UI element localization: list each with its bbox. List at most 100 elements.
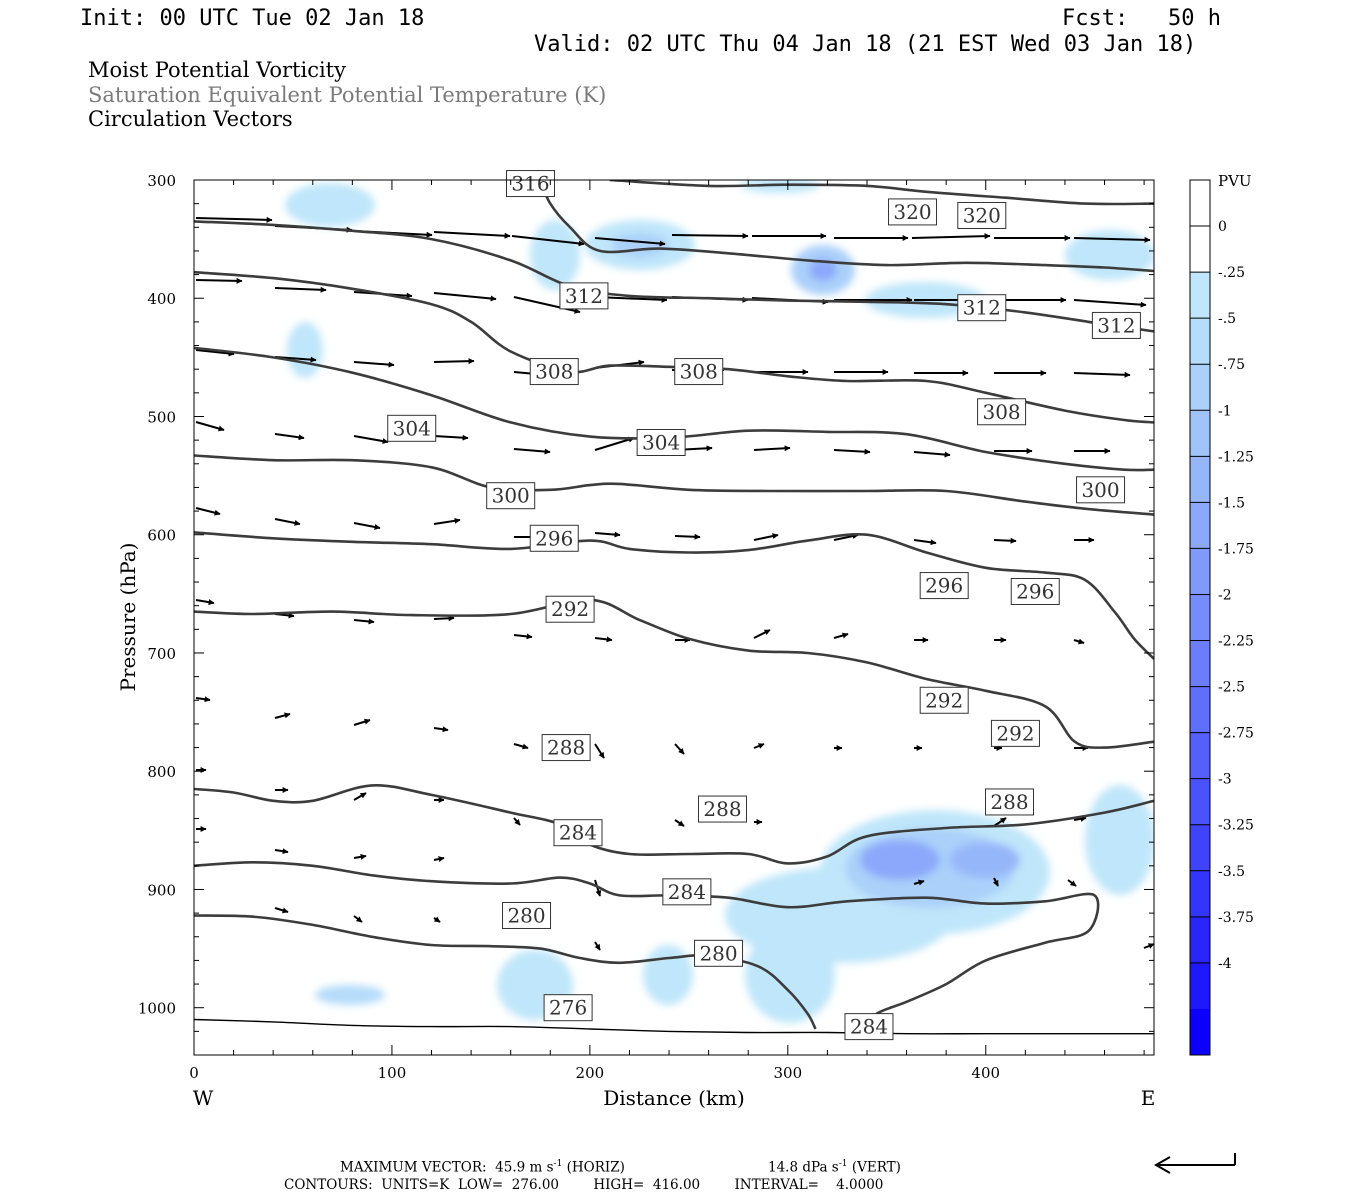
contour-line [194, 914, 817, 1030]
colorbar-label: -1.25 [1218, 449, 1254, 465]
wind-vector [671, 232, 749, 239]
colorbar-label: -1.5 [1218, 495, 1245, 511]
wind-vector [195, 599, 215, 606]
colorbar-swatch [1190, 272, 1210, 319]
wind-vector [594, 743, 605, 759]
east-label: E [1141, 1086, 1156, 1110]
y-tick-label: 500 [147, 408, 176, 426]
colorbar-swatch [1190, 318, 1210, 365]
contour-label-box [662, 878, 712, 906]
colorbar-swatch [1190, 548, 1210, 595]
contour-label-box [697, 795, 747, 823]
contour-label-box [844, 1013, 894, 1041]
colorbar-swatch [1190, 962, 1210, 1010]
contour-label-box [985, 788, 1035, 816]
wind-vector [913, 879, 925, 886]
contour-label: 284 [559, 821, 597, 845]
y-tick-label: 900 [147, 881, 176, 899]
contour-line [194, 784, 1154, 865]
x-tick-label: 100 [378, 1064, 407, 1082]
contour-label-box [559, 282, 609, 310]
contour-label-box [1010, 577, 1060, 605]
contour-label-box [502, 901, 552, 929]
wind-vector [433, 517, 461, 525]
colorbar-swatch [1190, 732, 1210, 780]
wind-vector [433, 231, 511, 239]
contour-label: 296 [925, 574, 963, 598]
colorbar-swatch [1190, 502, 1210, 549]
contour-label: 280 [507, 903, 545, 927]
wind-vector [594, 941, 601, 951]
y-tick-label: 700 [147, 645, 176, 663]
colorbar-label: -1 [1218, 403, 1232, 419]
wind-vector [513, 743, 529, 750]
field-label-theta-es: Saturation Equivalent Potential Temperat… [88, 83, 607, 107]
x-axis-label: Distance (km) [603, 1086, 745, 1110]
colorbar-swatch [1190, 594, 1210, 642]
wind-vector [753, 629, 771, 639]
wind-vector [911, 233, 991, 240]
max-vector-line: MAXIMUM VECTOR: 45.9 m s-1 (HORIZ) [340, 1160, 625, 1175]
colorbar-label: -.25 [1218, 265, 1245, 281]
wind-vector [913, 451, 951, 458]
wind-vector [513, 448, 551, 455]
field-label-vectors: Circulation Vectors [88, 107, 293, 131]
colorbar-swatch [1190, 410, 1210, 457]
wind-vector [353, 915, 363, 923]
contour-label: 288 [547, 736, 585, 760]
wind-vector [594, 636, 613, 643]
wind-vector [674, 533, 701, 540]
wind-vector [753, 533, 779, 541]
contour-label-box [919, 686, 969, 714]
wind-vector [195, 507, 221, 516]
pv-blob [287, 322, 323, 378]
max-vector-label: MAXIMUM VECTOR: [340, 1159, 487, 1176]
contour-line [539, 180, 1154, 273]
contour-label-box [541, 734, 591, 762]
contour-label-box [888, 198, 938, 226]
horiz-tag: (HORIZ) [566, 1159, 625, 1176]
wind-vector [594, 531, 621, 538]
wind-vector [513, 633, 533, 640]
contour-label: 284 [850, 1015, 888, 1039]
contour-label-box [543, 994, 593, 1022]
wind-vector [513, 817, 521, 826]
x-tick-label: 0 [189, 1064, 199, 1082]
contour-line [194, 220, 1154, 333]
contour-label: 312 [565, 284, 603, 308]
contour-label: 304 [393, 416, 431, 440]
y-tick-label: 800 [147, 763, 176, 781]
wind-vector [992, 877, 999, 887]
wind-vector [274, 286, 327, 293]
x-tick-label: 300 [773, 1064, 802, 1082]
contour-label-box [977, 398, 1027, 426]
contour-label: 296 [535, 526, 573, 550]
wind-vector [195, 421, 225, 432]
contour-label-box [387, 414, 437, 442]
contour-line [194, 1018, 1154, 1035]
wind-vector [833, 448, 871, 455]
contour-label: 320 [893, 200, 931, 224]
wind-vector [594, 237, 666, 247]
colorbar-label: -.5 [1218, 311, 1236, 327]
contour-label-box [674, 358, 724, 386]
pv-colorbar: 0 -.25 -.5 -.75 -1 -1.25 -1.5 -1.75 -2 -2.25 -2.5 -… [1189, 179, 1254, 1056]
wind-vector [274, 712, 291, 719]
wind-vector [833, 632, 849, 639]
colorbar-swatch [1190, 870, 1210, 918]
pv-blob [740, 180, 820, 193]
wind-vector [1067, 879, 1077, 887]
contour-label: 296 [1016, 579, 1054, 603]
contour-label: 292 [551, 597, 589, 621]
x-tick-label: 400 [971, 1064, 1000, 1082]
colorbar-swatch [1190, 226, 1210, 273]
vert-exponent: -1 [838, 1159, 848, 1169]
wind-vector [195, 216, 273, 223]
colorbar-label: -2.75 [1218, 726, 1254, 742]
wind-vector [753, 743, 765, 749]
contour-label-box [694, 939, 744, 967]
colorbar-label: -2.5 [1218, 680, 1245, 696]
wind-vector [513, 296, 581, 314]
max-vector-vert: 14.8 dPa s [768, 1159, 839, 1176]
contour-label: 300 [1081, 478, 1119, 502]
